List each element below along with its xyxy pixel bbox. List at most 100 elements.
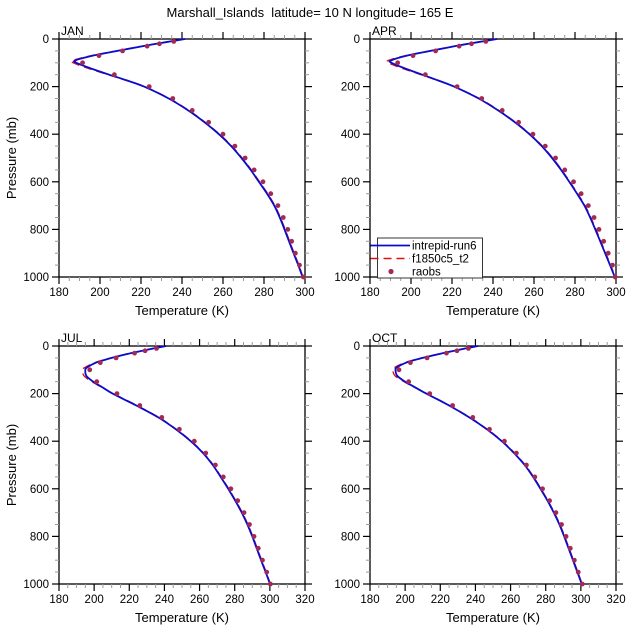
raobs-dot (563, 534, 569, 539)
raobs-dot (596, 227, 602, 232)
raobs-dot (542, 143, 548, 149)
raobs-dot (242, 155, 248, 161)
raobs-dot (469, 41, 474, 47)
raobs-dot (396, 367, 402, 373)
raobs-dot (408, 360, 413, 366)
raobs-dot (487, 426, 492, 432)
raobs-dot (80, 60, 85, 66)
raobs-dot (540, 486, 545, 492)
raobs-dot (513, 450, 519, 456)
y-tick-label: 400 (30, 129, 49, 141)
x-tick-label: 300 (571, 594, 590, 606)
raobs-dot (395, 60, 401, 66)
x-tick-label: 200 (85, 594, 104, 606)
y-tick-label: 0 (43, 34, 49, 46)
raobs-dot (516, 119, 522, 125)
raobs-dot (132, 350, 137, 356)
x-tick-label: 260 (524, 287, 543, 299)
x-tick-label: 300 (606, 287, 625, 299)
x-tick-label: 180 (49, 594, 68, 606)
raobs-dot (268, 191, 274, 197)
raobs-dot (553, 510, 559, 515)
raobs-dot (94, 379, 100, 385)
raobs-dot (410, 53, 416, 59)
raobs-dot (220, 474, 226, 480)
y-tick-label: 600 (30, 484, 49, 496)
raobs-dot (454, 84, 460, 89)
raobs-dot (176, 426, 182, 432)
raobs-dot (87, 367, 93, 373)
raobs-dot (120, 48, 125, 54)
raobs-dot (260, 179, 266, 185)
raobs-dot (470, 415, 476, 420)
raobs-dot (260, 557, 265, 563)
x-tick-label: 240 (483, 287, 502, 299)
x-tick-label: 300 (295, 287, 314, 299)
y-tick-label: 1000 (23, 272, 49, 284)
x-tick-label: 180 (360, 287, 379, 299)
y-tick-label: 600 (341, 484, 360, 496)
raobs-dot (479, 96, 485, 101)
x-tick-label: 260 (501, 594, 520, 606)
y-tick-label: 1000 (334, 272, 360, 284)
x-axis-title: Temperature (K) (135, 303, 229, 318)
x-tick-label: 200 (90, 287, 109, 299)
raobs-dot (454, 348, 460, 354)
raobs-dot (532, 474, 538, 480)
raobs-dot (585, 203, 591, 209)
raobs-dot (547, 498, 552, 504)
y-axis-title: Pressure (mb) (4, 424, 19, 506)
raobs-dot (170, 96, 176, 101)
x-tick-label: 220 (120, 594, 139, 606)
x-tick-label: 320 (295, 594, 314, 606)
raobs-dot (280, 215, 286, 220)
raobs-dot (424, 355, 430, 361)
raobs-dot (433, 48, 438, 54)
raobs-dot (612, 274, 618, 280)
raobs-dot (579, 581, 585, 587)
raobs-dot (571, 179, 576, 185)
month-label: APR (372, 24, 397, 38)
panel-oct: 180 200 220 240 260 280 300 320 0 200 400 600 800 100… (334, 331, 625, 625)
x-axis-title: Temperature (K) (135, 610, 229, 625)
raobs-dot (502, 438, 507, 444)
raobs-dot (191, 438, 197, 444)
raobs-dot (450, 403, 455, 408)
curve-f1850c5_t2 (392, 345, 583, 585)
month-label: JAN (61, 24, 84, 38)
raobs-dot (567, 545, 573, 551)
y-tick-label: 600 (341, 177, 360, 189)
raobs-dot (289, 238, 295, 244)
y-tick-label: 800 (341, 224, 360, 236)
raobs-dot (144, 43, 150, 49)
curve-intrepid-run6 (394, 345, 583, 585)
raobs-dot (111, 72, 117, 78)
curve-intrepid-run6 (388, 38, 616, 278)
raobs-dot (96, 53, 102, 59)
y-tick-label: 600 (30, 177, 49, 189)
raobs-dot (605, 250, 611, 256)
raobs-dot (610, 262, 615, 268)
y-tick-label: 400 (341, 436, 360, 448)
x-tick-label: 320 (606, 594, 625, 606)
y-tick-label: 1000 (334, 579, 360, 591)
panel-jan: 180 200 220 240 260 280 300 0 200 400 600 800 1000 JA… (4, 24, 315, 318)
raobs-dot (255, 545, 261, 551)
month-label: JUL (61, 331, 83, 345)
y-axis-title: Pressure (mb) (4, 117, 19, 199)
y-tick-label: 0 (354, 34, 360, 46)
raobs-dot (220, 131, 226, 137)
raobs-dot (206, 119, 212, 125)
legend-label-run6: intrepid-run6 (412, 241, 477, 253)
x-tick-label: 220 (431, 594, 450, 606)
raobs-dot (297, 262, 302, 268)
raobs-dot (212, 462, 218, 468)
legend-label-f1850: f1850c5_t2 (412, 254, 469, 266)
raobs-dot (601, 238, 607, 244)
y-tick-label: 200 (30, 389, 49, 401)
curve-intrepid-run6 (72, 38, 304, 278)
raobs-dot (578, 191, 584, 197)
x-tick-label: 280 (565, 287, 584, 299)
raobs-dot (97, 360, 103, 366)
